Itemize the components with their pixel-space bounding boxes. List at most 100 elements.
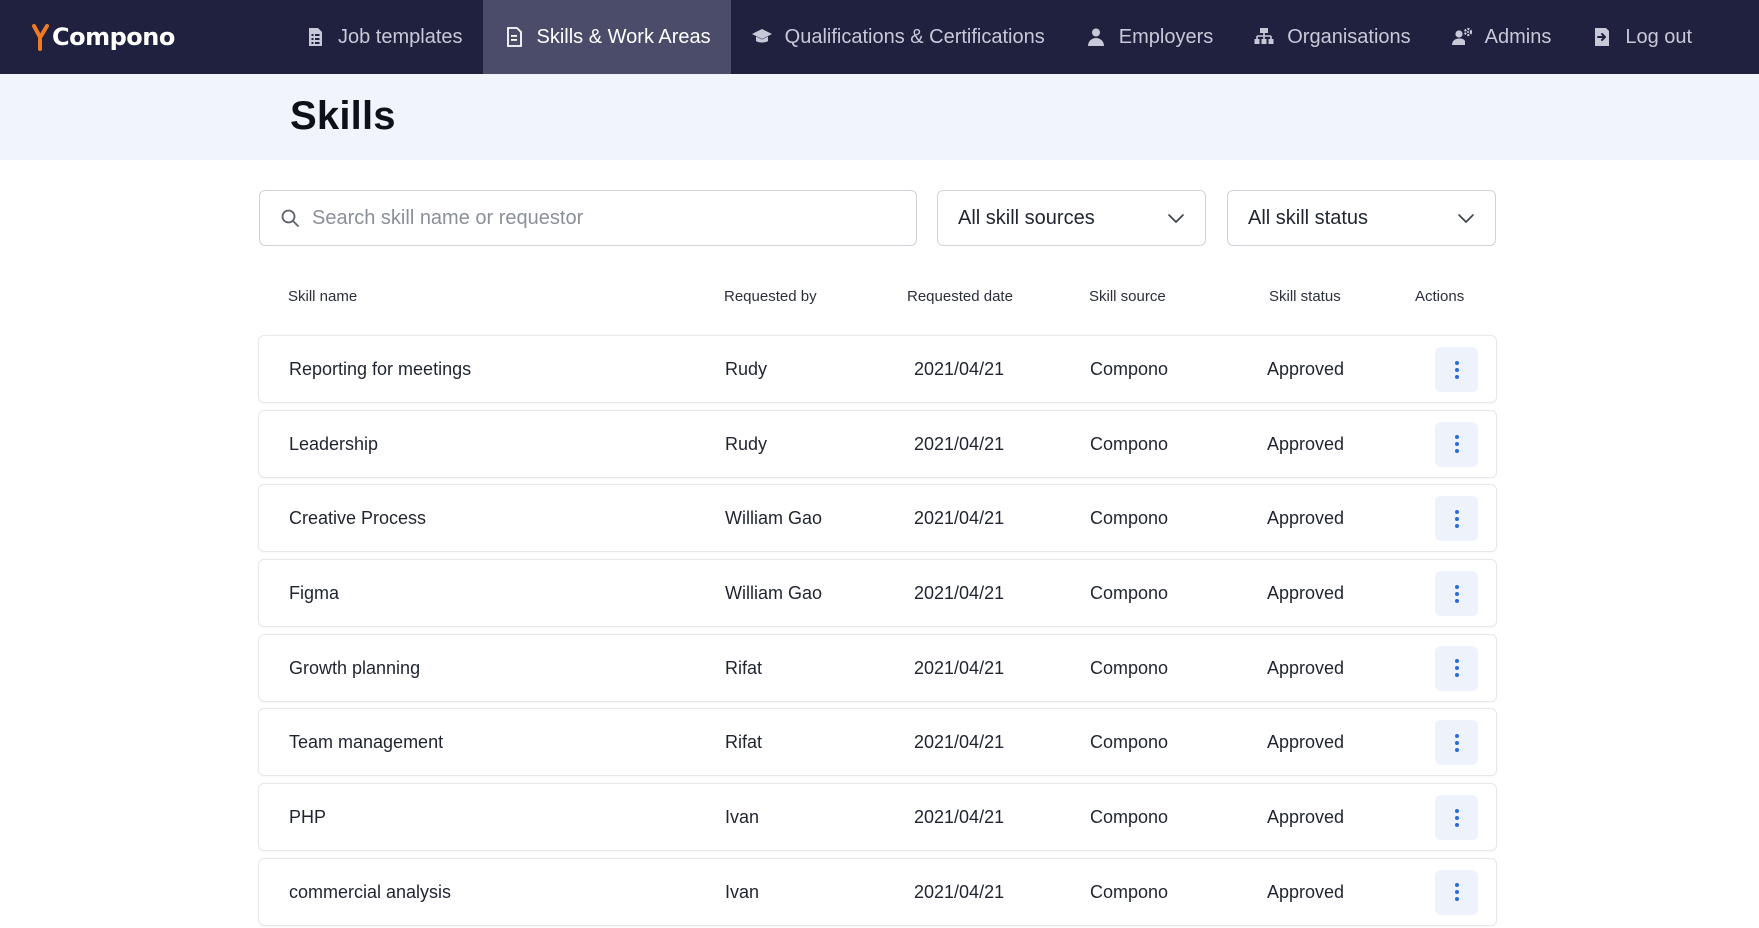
row-actions-button[interactable] — [1435, 795, 1478, 841]
skill-source-cell: Compono — [1090, 508, 1169, 529]
kebab-menu-icon — [1454, 360, 1459, 379]
skill-status-cell: Approved — [1267, 433, 1345, 454]
row-actions-button[interactable] — [1435, 571, 1478, 617]
skill-name-cell: Growth planning — [289, 657, 421, 678]
column-header-skill-source[interactable]: Skill source — [1089, 288, 1166, 305]
nav-item-log-out[interactable]: Log out — [1571, 0, 1712, 74]
column-header-requested-by[interactable]: Requested by — [724, 288, 817, 305]
nav-item-label: Job templates — [338, 25, 463, 48]
nav-item-employers[interactable]: Employers — [1065, 0, 1233, 74]
row-actions-button[interactable] — [1435, 645, 1478, 691]
skill-source-cell: Compono — [1090, 881, 1169, 902]
requested-by-cell: William Gao — [725, 508, 823, 529]
top-navigation: Compono Job templates Skills & Work Area… — [0, 0, 1759, 74]
requested-by-cell: William Gao — [725, 583, 823, 604]
requested-by-cell: Rudy — [725, 433, 768, 454]
nav-item-label: Log out — [1625, 25, 1693, 48]
skill-status-selected-value: All skill status — [1248, 206, 1369, 229]
nav-item-label: Qualifications & Certifications — [784, 25, 1045, 48]
requested-date-cell: 2021/04/21 — [914, 807, 1005, 828]
requested-by-cell: Rudy — [725, 359, 768, 379]
skills-table-body: Reporting for meetings Rudy 2021/04/21 C… — [258, 335, 1497, 928]
search-box[interactable] — [259, 190, 917, 246]
table-row[interactable]: Figma William Gao 2021/04/21 Compono App… — [258, 559, 1497, 628]
kebab-menu-icon — [1454, 584, 1459, 603]
skill-name-cell: Reporting for meetings — [289, 359, 472, 379]
column-header-skill-name[interactable]: Skill name — [288, 288, 358, 305]
compono-logo[interactable]: Compono — [32, 22, 175, 52]
compono-logo-mark-icon — [32, 24, 49, 51]
requested-date-cell: 2021/04/21 — [914, 508, 1005, 529]
column-header-actions: Actions — [1415, 288, 1465, 305]
skill-source-cell: Compono — [1090, 657, 1169, 678]
row-actions-button[interactable] — [1435, 720, 1478, 766]
kebab-menu-icon — [1454, 883, 1459, 902]
column-header-requested-date[interactable]: Requested date — [907, 288, 1013, 305]
kebab-menu-icon — [1454, 509, 1459, 528]
requested-by-cell: Ivan — [725, 881, 760, 902]
table-row[interactable]: PHP Ivan 2021/04/21 Compono Approved — [258, 783, 1497, 852]
skill-source-cell: Compono — [1090, 583, 1169, 604]
skill-sources-select[interactable]: All skill sources — [937, 190, 1206, 246]
row-actions-button[interactable] — [1435, 421, 1478, 467]
nav-item-skills-work-areas[interactable]: Skills & Work Areas — [482, 0, 731, 74]
table-row[interactable]: Reporting for meetings Rudy 2021/04/21 C… — [258, 335, 1497, 403]
kebab-menu-icon — [1454, 733, 1459, 752]
chevron-down-icon — [1168, 214, 1184, 223]
nav-item-admins[interactable]: Admins — [1431, 0, 1572, 74]
nav-item-job-templates[interactable]: Job templates — [284, 0, 483, 74]
kebab-menu-icon — [1454, 659, 1459, 678]
requested-date-cell: 2021/04/21 — [914, 657, 1005, 678]
skill-status-cell: Approved — [1267, 881, 1345, 902]
nav-item-qualifications[interactable]: Qualifications & Certifications — [731, 0, 1065, 74]
nav-item-label: Skills & Work Areas — [536, 25, 711, 48]
person-icon — [1087, 28, 1104, 46]
admin-gear-icon — [1451, 27, 1472, 45]
requested-by-cell: Rifat — [725, 657, 763, 678]
nav-item-label: Organisations — [1287, 25, 1411, 48]
kebab-menu-icon — [1454, 435, 1459, 454]
table-row[interactable]: commercial analysis Ivan 2021/04/21 Comp… — [258, 857, 1497, 926]
table-row[interactable]: Creative Process William Gao 2021/04/21 … — [258, 484, 1497, 553]
row-actions-button[interactable] — [1435, 496, 1478, 542]
skill-status-cell: Approved — [1267, 583, 1345, 604]
table-row[interactable]: Growth planning Rifat 2021/04/21 Compono… — [258, 633, 1497, 702]
org-chart-icon — [1254, 28, 1274, 44]
graduation-cap-icon — [751, 29, 772, 43]
requested-date-cell: 2021/04/21 — [914, 433, 1005, 454]
document-list-icon — [309, 28, 322, 46]
table-row[interactable]: Team management Rifat 2021/04/21 Compono… — [258, 708, 1497, 777]
skill-status-select[interactable]: All skill status — [1227, 190, 1496, 246]
skill-sources-selected-value: All skill sources — [958, 206, 1095, 229]
row-actions-button[interactable] — [1435, 869, 1478, 915]
requested-date-cell: 2021/04/21 — [914, 583, 1005, 604]
logout-icon — [1595, 28, 1610, 46]
skill-status-cell: Approved — [1267, 359, 1345, 379]
requested-date-cell: 2021/04/21 — [914, 359, 1005, 379]
chevron-down-icon — [1458, 214, 1474, 223]
table-header: Skill name Requested by Requested date S… — [259, 288, 1496, 308]
skill-status-cell: Approved — [1267, 732, 1345, 753]
skill-name-cell: Leadership — [289, 433, 379, 454]
nav-item-organisations[interactable]: Organisations — [1233, 0, 1430, 74]
skill-name-cell: Figma — [289, 583, 340, 604]
skill-status-cell: Approved — [1267, 807, 1345, 828]
search-input[interactable] — [312, 206, 902, 230]
skill-source-cell: Compono — [1090, 433, 1169, 454]
requested-date-cell: 2021/04/21 — [914, 881, 1005, 902]
row-actions-button[interactable] — [1435, 347, 1478, 392]
skill-name-cell: Creative Process — [289, 508, 427, 529]
skill-status-cell: Approved — [1267, 657, 1345, 678]
requested-by-cell: Ivan — [725, 807, 760, 828]
requested-by-cell: Rifat — [725, 732, 763, 753]
nav-item-label: Employers — [1118, 25, 1214, 48]
skill-name-cell: PHP — [289, 807, 327, 828]
logo-wordmark: Compono — [52, 23, 175, 51]
search-icon — [281, 209, 299, 227]
page-title: Skills — [290, 94, 396, 138]
column-header-skill-status[interactable]: Skill status — [1269, 288, 1341, 305]
table-row[interactable]: Leadership Rudy 2021/04/21 Compono Appro… — [258, 409, 1497, 478]
skill-name-cell: Team management — [289, 732, 444, 753]
main-nav-list: Job templates Skills & Work Areas Qualif… — [284, 0, 1712, 74]
kebab-menu-icon — [1454, 808, 1459, 827]
